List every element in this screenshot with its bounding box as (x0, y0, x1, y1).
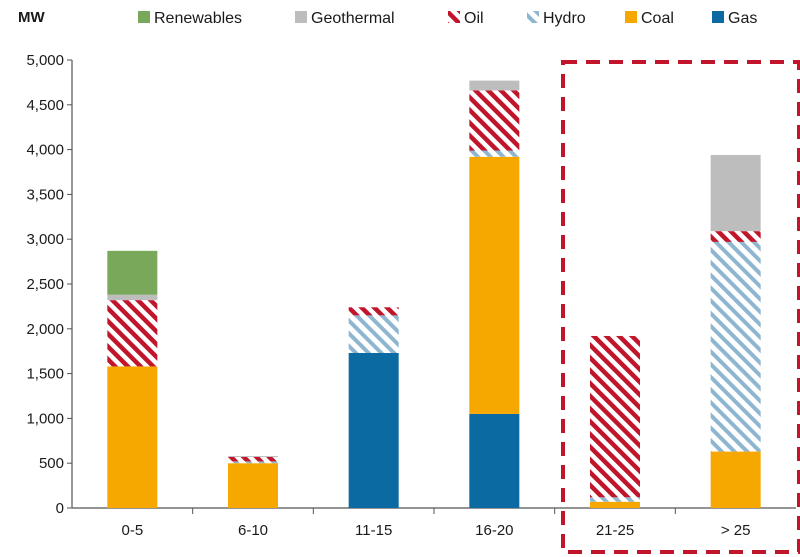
x-axis-labels: 0-5 6-10 11-15 16-20 21-25 > 25 (121, 522, 750, 539)
x-tick-label: 0-5 (121, 522, 143, 539)
x-tick-label: > 25 (721, 522, 751, 539)
bar-geothermal-3 (469, 80, 520, 91)
y-tick-label: 4,000 (26, 142, 64, 159)
legend-label-oil: Oil (464, 10, 484, 27)
bar-oil-0 (107, 300, 158, 367)
legend-label-gas: Gas (728, 10, 757, 27)
bar-hydro-1 (228, 461, 278, 464)
bar-oil-1 (228, 456, 278, 462)
bar-hydro-2 (348, 315, 399, 353)
legend-swatch-renewables (138, 11, 150, 23)
bar-hydro-5 (710, 241, 761, 452)
y-tick-label: 4,500 (26, 97, 64, 114)
bar-coal-4 (590, 501, 640, 508)
bar-geothermal-5 (710, 154, 761, 232)
legend-swatch-geothermal (295, 11, 307, 23)
highlight-box (561, 60, 800, 554)
bar-oil-4 (590, 335, 640, 498)
axes: 0 500 1,000 1,500 2,000 2,500 3,000 3,500 4,000 4… (26, 52, 796, 517)
y-tick-label: 500 (39, 455, 64, 472)
bar-oil-2 (348, 307, 399, 316)
legend: Renewables Geothermal Oil Hydro Coal Gas (138, 10, 757, 27)
x-tick-label: 21-25 (596, 522, 634, 539)
bar-oil-5 (710, 231, 761, 242)
bar-hydro-3 (469, 150, 520, 157)
legend-label-renewables: Renewables (154, 10, 242, 27)
bar-oil-3 (469, 90, 520, 151)
y-tick-label: 0 (56, 500, 64, 517)
bar-gas-2 (348, 352, 399, 508)
legend-swatch-coal (625, 11, 637, 23)
legend-swatch-oil (448, 11, 460, 23)
y-tick-label: 2,000 (26, 321, 64, 338)
legend-label-geothermal: Geothermal (311, 10, 395, 27)
bars (107, 80, 761, 508)
legend-swatch-hydro (527, 11, 539, 23)
bar-gas-3 (469, 413, 520, 508)
legend-swatch-gas (712, 11, 724, 23)
bar-coal-3 (469, 156, 520, 414)
bar-hydro-4 (590, 497, 640, 502)
legend-label-coal: Coal (641, 10, 674, 27)
bar-renewables-0 (107, 250, 158, 295)
x-tick-label: 16-20 (475, 522, 513, 539)
bar-geothermal-0 (107, 294, 158, 301)
legend-label-hydro: Hydro (543, 10, 586, 27)
bar-coal-1 (228, 463, 278, 508)
y-tick-label: 3,000 (26, 231, 64, 248)
x-tick-label: 6-10 (238, 522, 268, 539)
bar-geothermal-1 (228, 456, 278, 457)
bar-coal-0 (107, 366, 158, 508)
x-tick-label: 11-15 (355, 522, 392, 539)
y-tick-label: 1,000 (26, 410, 64, 427)
y-tick-label: 2,500 (26, 276, 64, 293)
y-tick-label: 1,500 (26, 366, 64, 383)
unit-label: MW (18, 9, 45, 26)
y-tick-label: 5,000 (26, 52, 64, 69)
y-tick-label: 3,500 (26, 186, 64, 203)
bar-coal-5 (710, 451, 761, 508)
